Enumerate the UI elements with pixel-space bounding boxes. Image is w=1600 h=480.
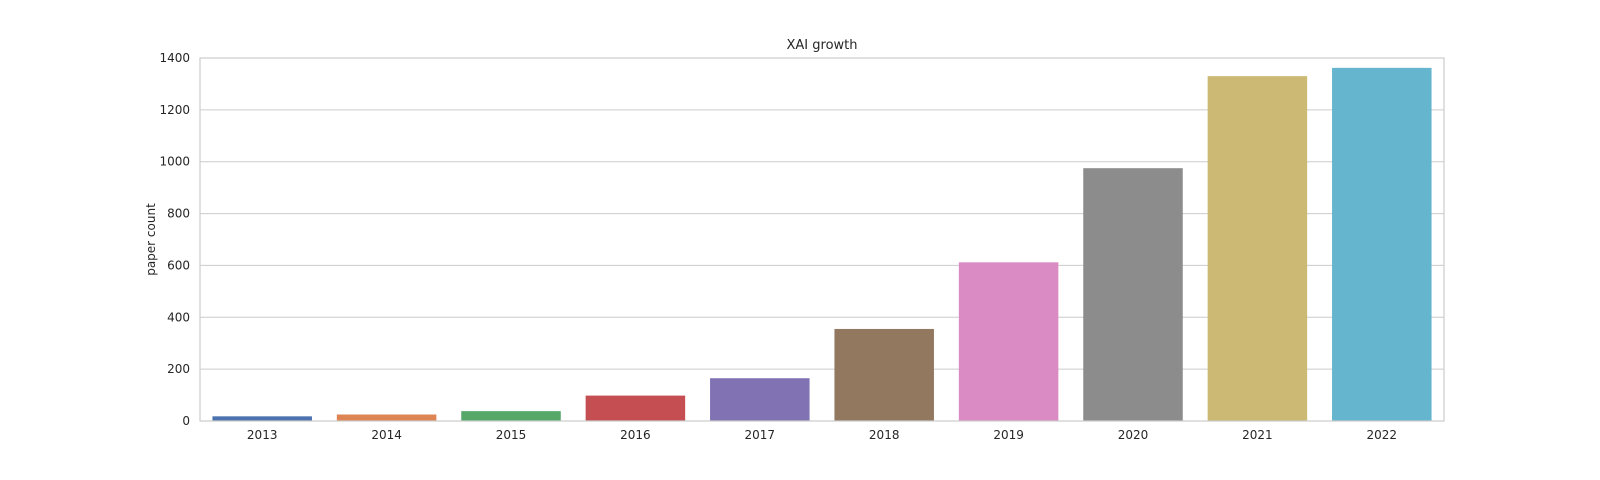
bar-2015 (461, 411, 561, 421)
bar-2014 (336, 414, 437, 421)
chart-title: XAI growth (787, 38, 858, 53)
y-tick-label: 1400 (159, 51, 190, 65)
x-tick-label: 2015 (496, 428, 527, 442)
bar-2021 (1207, 76, 1308, 422)
y-tick-label: 1200 (159, 103, 190, 117)
y-tick-label: 200 (167, 362, 190, 376)
x-tick-label: 2017 (745, 428, 776, 442)
x-tick-label: 2021 (1242, 428, 1273, 442)
x-tick-labels: 2013 2014 2015 2016 2017 2018 2019 2020 2021 2022 (247, 428, 1397, 442)
y-axis-label: paper count (144, 203, 158, 276)
x-tick-label: 2018 (869, 428, 900, 442)
x-tick-label: 2022 (1367, 428, 1398, 442)
x-tick-label: 2014 (371, 428, 402, 442)
bar-2017 (710, 378, 810, 421)
y-tick-label: 800 (167, 207, 190, 221)
plot-frame (199, 57, 1445, 422)
bar-2022 (1332, 67, 1432, 422)
y-tick-label: 400 (167, 310, 190, 324)
y-tick-label: 0 (182, 414, 190, 428)
bars (212, 67, 1432, 422)
bar-2020 (1083, 168, 1183, 421)
x-tick-label: 2013 (247, 428, 278, 442)
x-tick-label: 2016 (620, 428, 651, 442)
y-tick-labels: 0 200 400 600 800 1000 1200 1400 (159, 51, 190, 428)
grid-lines (200, 57, 1444, 422)
bar-2016 (585, 395, 686, 421)
y-tick-label: 1000 (159, 155, 190, 169)
y-tick-label: 600 (167, 258, 190, 272)
x-tick-label: 2019 (993, 428, 1024, 442)
bar-2019 (958, 262, 1059, 421)
bar-2013 (212, 416, 312, 421)
bar-2018 (834, 328, 934, 421)
x-tick-label: 2020 (1118, 428, 1149, 442)
